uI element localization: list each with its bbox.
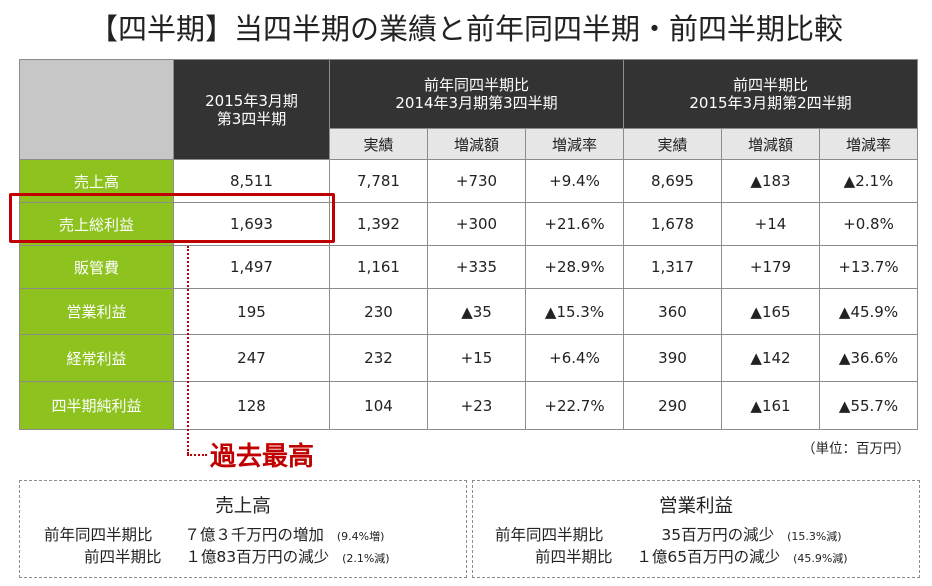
cell-yoy-actual: 1,161 <box>329 245 428 289</box>
page-title: 【四半期】当四半期の業績と前年同四半期・前四半期比較 <box>88 12 843 46</box>
cell-qoq-diff: ▲165 <box>721 288 820 335</box>
cell-yoy-rate: +6.4% <box>525 334 624 382</box>
cell-qoq-diff: +14 <box>721 202 820 246</box>
cell-yoy-actual: 232 <box>329 334 428 382</box>
table-row: 販管費 1,497 1,161 +335 +28.9% 1,317 +179 +… <box>19 245 918 289</box>
cell-qoq-diff: ▲183 <box>721 159 820 203</box>
subheader-yoy-rate: 増減率 <box>525 128 624 160</box>
qoq-header-line2: 2015年3月期第2四半期 <box>689 94 852 112</box>
cell-yoy-actual: 104 <box>329 381 428 430</box>
sales-summary-title: 売上高 <box>215 496 271 517</box>
qoq-header-line1: 前四半期比 <box>732 76 808 94</box>
cell-yoy-diff: +300 <box>427 202 526 246</box>
table-corner <box>19 59 174 160</box>
row-label: 営業利益 <box>19 288 174 335</box>
sales-line1-label: 前年同四半期比 <box>44 526 153 544</box>
sales-line1-note: (9.4%増) <box>336 530 385 543</box>
subheader-yoy-diff: 増減額 <box>427 128 526 160</box>
row-label: 販管費 <box>19 245 174 289</box>
table-row: 営業利益 195 230 ▲35 ▲15.3% 360 ▲165 ▲45.9% <box>19 288 918 335</box>
cell-yoy-diff: +730 <box>427 159 526 203</box>
cell-yoy-diff: +335 <box>427 245 526 289</box>
results-table: 2015年3月期 第3四半期 前年同四半期比 2014年3月期第3四半期 前四半… <box>19 59 918 430</box>
record-high-label: 過去最高 <box>210 442 315 472</box>
cell-qoq-diff: ▲142 <box>721 334 820 382</box>
operating-summary-line2: 前四半期比 １億65百万円の減少 (45.9%減) <box>535 545 848 567</box>
operating-line1-text: 35百万円の減少 <box>661 526 775 544</box>
cell-yoy-rate: +28.9% <box>525 245 624 289</box>
cell-qoq-rate: ▲36.6% <box>819 334 918 382</box>
cell-qoq-actual: 390 <box>623 334 722 382</box>
yoy-header-line1: 前年同四半期比 <box>423 76 529 94</box>
cell-current: 247 <box>173 334 330 382</box>
cell-qoq-rate: ▲2.1% <box>819 159 918 203</box>
current-quarter-header: 2015年3月期 第3四半期 <box>173 59 330 160</box>
sales-line2-label: 前四半期比 <box>84 548 162 566</box>
cell-yoy-diff: ▲35 <box>427 288 526 335</box>
subheader-qoq-rate: 増減率 <box>819 128 918 160</box>
current-header-line2: 第3四半期 <box>216 109 287 128</box>
sales-summary-line2: 前四半期比 １億83百万円の減少 (2.1%減) <box>84 545 390 567</box>
cell-yoy-diff: +23 <box>427 381 526 430</box>
operating-line1-note: (15.3%減) <box>787 530 842 543</box>
current-header-line1: 2015年3月期 <box>205 91 298 110</box>
sales-line1-text: ７億３千万円の増加 <box>184 526 324 544</box>
cell-yoy-rate: +9.4% <box>525 159 624 203</box>
cell-yoy-rate: +21.6% <box>525 202 624 246</box>
gross-profit-highlight <box>9 193 335 243</box>
cell-qoq-diff: +179 <box>721 245 820 289</box>
cell-current: 1,693 <box>173 202 330 246</box>
cell-qoq-diff: ▲161 <box>721 381 820 430</box>
sales-summary-box: 売上高 前年同四半期比 ７億３千万円の増加 (9.4%増) 前四半期比 １億83… <box>19 480 467 578</box>
cell-yoy-actual: 230 <box>329 288 428 335</box>
cell-qoq-rate: +0.8% <box>819 202 918 246</box>
cell-yoy-diff: +15 <box>427 334 526 382</box>
sales-summary-line1: 前年同四半期比 ７億３千万円の増加 (9.4%増) <box>44 523 384 545</box>
cell-yoy-rate: +22.7% <box>525 381 624 430</box>
highlight-connector-vertical <box>187 246 189 454</box>
cell-qoq-actual: 1,317 <box>623 245 722 289</box>
row-label: 売上総利益 <box>19 202 174 246</box>
cell-current: 128 <box>173 381 330 430</box>
cell-yoy-actual: 1,392 <box>329 202 428 246</box>
qoq-header: 前四半期比 2015年3月期第2四半期 <box>623 59 918 129</box>
cell-qoq-rate: +13.7% <box>819 245 918 289</box>
subheader-qoq-diff: 増減額 <box>721 128 820 160</box>
cell-qoq-actual: 1,678 <box>623 202 722 246</box>
table-row: 経常利益 247 232 +15 +6.4% 390 ▲142 ▲36.6% <box>19 334 918 382</box>
cell-qoq-actual: 290 <box>623 381 722 430</box>
table-row: 四半期純利益 128 104 +23 +22.7% 290 ▲161 ▲55.7… <box>19 381 918 430</box>
unit-label: （単位：百万円） <box>802 441 910 457</box>
cell-qoq-actual: 8,695 <box>623 159 722 203</box>
operating-summary-line1: 前年同四半期比 35百万円の減少 (15.3%減) <box>495 523 842 545</box>
cell-qoq-rate: ▲45.9% <box>819 288 918 335</box>
cell-current: 1,497 <box>173 245 330 289</box>
operating-line1-label: 前年同四半期比 <box>495 526 604 544</box>
sales-line2-text: １億83百万円の減少 <box>185 548 330 566</box>
yoy-header: 前年同四半期比 2014年3月期第3四半期 <box>329 59 624 129</box>
operating-line2-label: 前四半期比 <box>535 548 613 566</box>
cell-qoq-rate: ▲55.7% <box>819 381 918 430</box>
subheader-yoy-actual: 実績 <box>329 128 428 160</box>
subheader-qoq-actual: 実績 <box>623 128 722 160</box>
row-label: 四半期純利益 <box>19 381 174 430</box>
cell-yoy-actual: 7,781 <box>329 159 428 203</box>
cell-qoq-actual: 360 <box>623 288 722 335</box>
row-label: 経常利益 <box>19 334 174 382</box>
operating-line2-note: (45.9%減) <box>793 552 848 565</box>
operating-summary-box: 営業利益 前年同四半期比 35百万円の減少 (15.3%減) 前四半期比 １億6… <box>472 480 920 578</box>
operating-summary-title: 営業利益 <box>658 496 733 517</box>
cell-current: 195 <box>173 288 330 335</box>
sales-line2-note: (2.1%減) <box>342 552 390 565</box>
cell-yoy-rate: ▲15.3% <box>525 288 624 335</box>
highlight-connector-horizontal <box>187 454 207 456</box>
operating-line2-text: １億65百万円の減少 <box>636 548 781 566</box>
yoy-header-line2: 2014年3月期第3四半期 <box>395 94 558 112</box>
table-row: 売上総利益 1,693 1,392 +300 +21.6% 1,678 +14 … <box>19 202 918 246</box>
